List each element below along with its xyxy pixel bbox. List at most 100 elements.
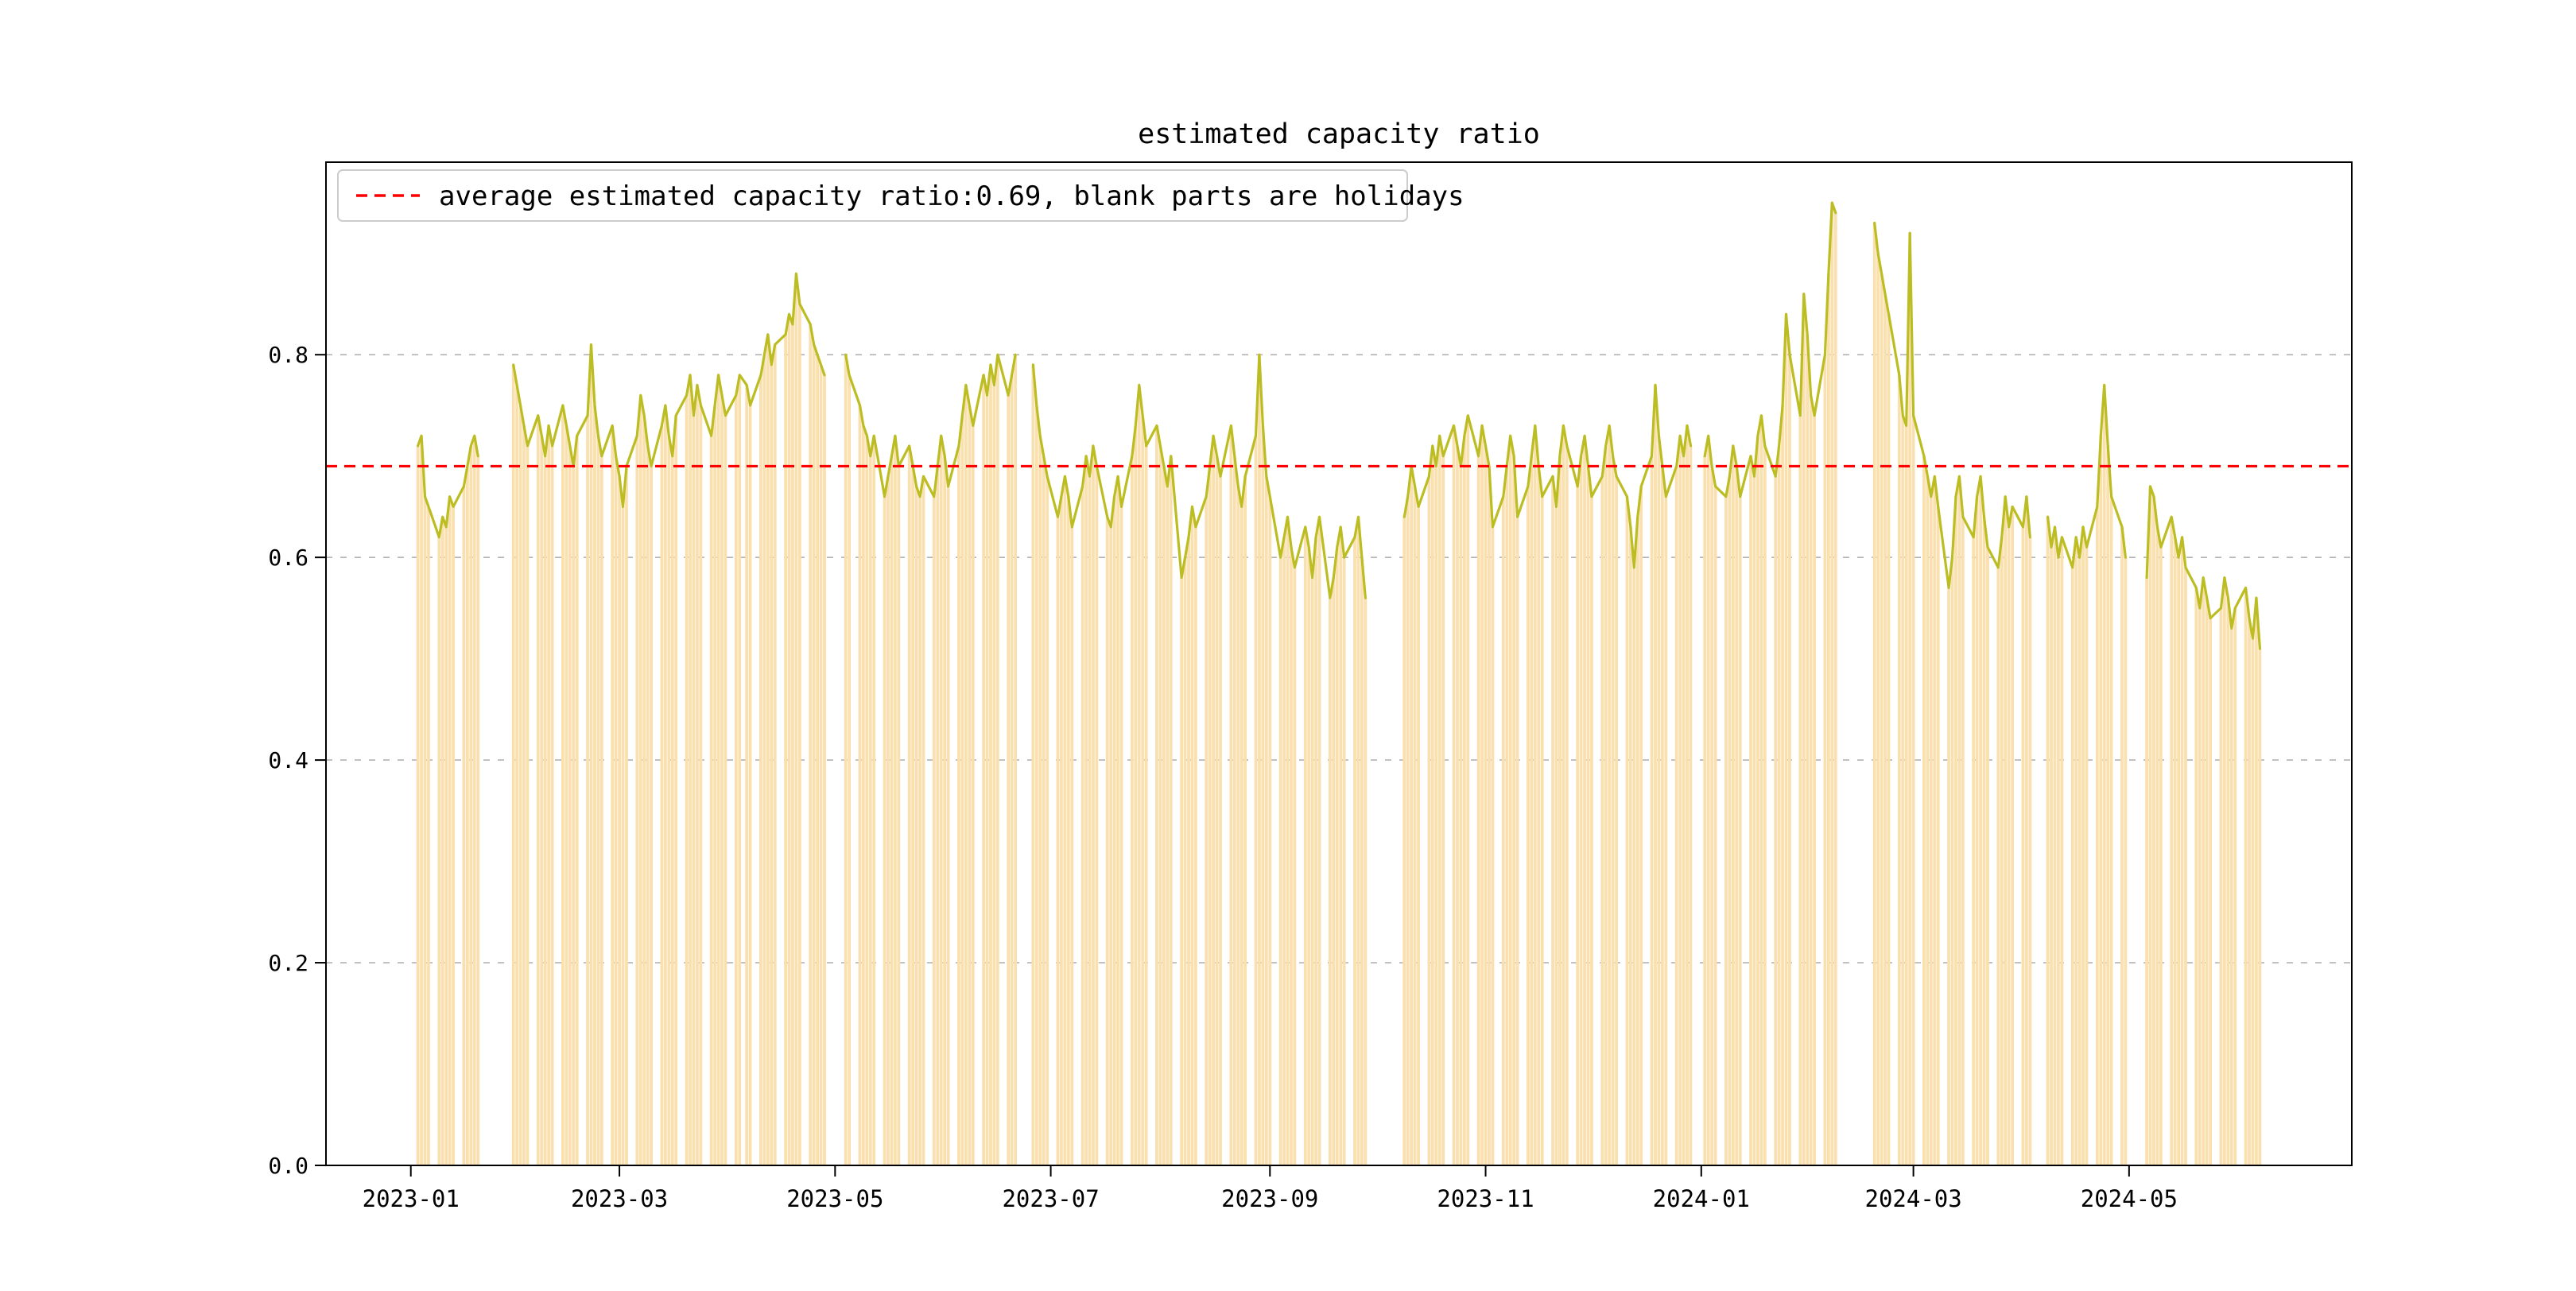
bar [2109, 496, 2113, 1165]
bar [1342, 557, 1346, 1165]
bar [1413, 486, 1417, 1165]
bar [1488, 466, 1491, 1165]
x-tick-label: 2023-07 [1002, 1185, 1099, 1212]
bar [550, 445, 554, 1165]
bar [1826, 273, 1830, 1166]
bar [1155, 425, 1158, 1165]
bar [1933, 476, 1937, 1165]
bar [586, 415, 589, 1165]
bar [564, 425, 568, 1165]
bar [886, 476, 890, 1165]
bar [1501, 496, 1505, 1165]
bar [907, 445, 911, 1165]
bar [437, 537, 441, 1165]
bar [2102, 385, 2106, 1165]
bar [2248, 618, 2251, 1165]
bar [1208, 466, 1212, 1165]
bar [469, 445, 473, 1165]
bar [1922, 456, 1926, 1165]
bar [511, 364, 515, 1166]
bar [2223, 577, 2226, 1165]
bar [2007, 526, 2011, 1165]
bar [2057, 557, 2060, 1165]
bar [2155, 526, 2159, 1165]
bar [2025, 496, 2028, 1165]
bar [462, 486, 466, 1165]
bar [812, 344, 816, 1165]
bar [1437, 436, 1441, 1165]
bar [2152, 496, 2155, 1165]
bar [1632, 567, 1636, 1165]
bar [1830, 202, 1834, 1166]
bar [1462, 436, 1466, 1165]
bar [1066, 496, 1070, 1165]
y-tick-label: 0.6 [268, 545, 308, 571]
bar [599, 456, 603, 1165]
bar [1703, 456, 1707, 1165]
bar [568, 445, 572, 1165]
bar [1215, 456, 1219, 1165]
bar [1950, 557, 1954, 1165]
bar [1130, 456, 1134, 1165]
bar [1162, 466, 1166, 1165]
bar [773, 344, 777, 1165]
bar [660, 425, 664, 1165]
bar [1328, 598, 1332, 1165]
bar [1212, 436, 1216, 1165]
bar [2194, 587, 2198, 1165]
bar [1615, 476, 1618, 1165]
bar [1402, 517, 1406, 1165]
bar [2251, 638, 2255, 1165]
bar [1986, 547, 1989, 1165]
bar [1611, 456, 1615, 1165]
bar [416, 445, 420, 1165]
bar [1540, 496, 1544, 1165]
bar [713, 405, 717, 1165]
bar [1756, 436, 1759, 1165]
bar [646, 445, 650, 1165]
bar [476, 456, 480, 1165]
bar [1576, 486, 1580, 1165]
bar [1034, 405, 1038, 1165]
bar [1628, 526, 1632, 1165]
bar [1335, 547, 1339, 1165]
bar [1710, 466, 1714, 1165]
bar [883, 496, 886, 1165]
bar [420, 436, 423, 1165]
bar [989, 364, 992, 1166]
bar [1116, 476, 1119, 1165]
bar [1410, 466, 1414, 1165]
bar [914, 486, 918, 1165]
bar [1360, 557, 1364, 1165]
bar [1508, 436, 1512, 1165]
bar [1926, 476, 1930, 1165]
bar [2004, 496, 2008, 1165]
bar [932, 496, 936, 1165]
bar [1728, 476, 1732, 1165]
bar [1590, 496, 1593, 1165]
bar [2053, 526, 2057, 1165]
bar [1887, 314, 1891, 1165]
bar [943, 456, 947, 1165]
bar [745, 385, 749, 1165]
bar [1897, 374, 1901, 1165]
x-tick-label: 2023-01 [363, 1185, 460, 1212]
bar [1706, 436, 1710, 1165]
bar [968, 405, 972, 1165]
bar [696, 385, 699, 1165]
bar [2106, 445, 2110, 1165]
bar [444, 526, 448, 1165]
bar [1088, 476, 1092, 1165]
bar [770, 364, 774, 1166]
bar [2198, 607, 2202, 1165]
bar [2028, 537, 2032, 1165]
bar [1583, 436, 1586, 1165]
bar [2145, 577, 2148, 1165]
bar [547, 425, 551, 1165]
bar [2202, 577, 2206, 1165]
bar [1788, 355, 1791, 1165]
bar [1144, 445, 1148, 1165]
bar [794, 273, 798, 1166]
bar [1141, 415, 1145, 1165]
